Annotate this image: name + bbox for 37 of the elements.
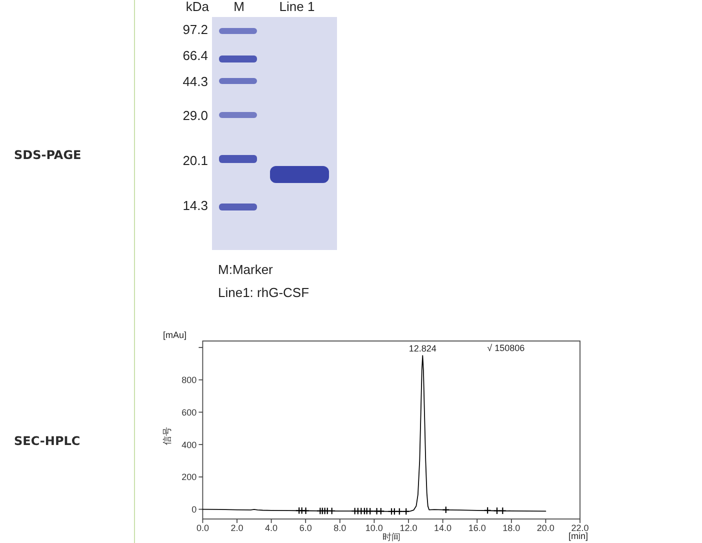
text: 29.0 bbox=[182, 108, 208, 123]
text: 44.3 bbox=[182, 74, 208, 89]
x-tick-label: 10.0 bbox=[365, 523, 383, 533]
line-series bbox=[202, 355, 546, 512]
text: SDS-PAGE bbox=[14, 148, 82, 162]
text: Line 1 bbox=[279, 0, 315, 14]
x-tick-label: 18.0 bbox=[502, 523, 520, 533]
annotation: √ 150806 bbox=[487, 343, 525, 353]
y-axis-title: 信号 bbox=[162, 427, 172, 445]
y-tick-label: 600 bbox=[182, 407, 197, 418]
text: M:Marker bbox=[218, 262, 274, 277]
x-tick-label: 0.0 bbox=[196, 523, 209, 533]
x-tick-label: 4.0 bbox=[265, 523, 278, 533]
text: 66.4 bbox=[182, 48, 208, 63]
text: [mAu] bbox=[163, 330, 187, 340]
x-tick-label: 20.0 bbox=[536, 523, 554, 533]
x-tick-label: 6.0 bbox=[299, 523, 312, 533]
x-tick-label: 8.0 bbox=[334, 523, 346, 533]
text: kDa bbox=[186, 0, 210, 14]
text: 20.1 bbox=[182, 153, 208, 168]
y-tick-label: 400 bbox=[182, 440, 197, 450]
y-tick-label: 800 bbox=[182, 375, 197, 386]
y-tick-label: 0 bbox=[192, 504, 197, 514]
x-tick-label: 12.0 bbox=[400, 523, 418, 533]
text: 97.2 bbox=[182, 22, 208, 37]
text: 14.3 bbox=[182, 198, 208, 213]
text: M bbox=[234, 0, 244, 14]
y-tick-label: 200 bbox=[182, 472, 197, 482]
text: [min] bbox=[568, 531, 588, 541]
x-tick-label: 22.0 bbox=[571, 523, 589, 533]
text: SEC-HPLC bbox=[14, 434, 80, 448]
x-tick-label: 2.0 bbox=[230, 523, 244, 533]
x-tick-label: 14.0 bbox=[434, 523, 452, 533]
x-axis-title: 时间 bbox=[382, 532, 400, 542]
text: Line1: rhG-CSF bbox=[218, 285, 310, 300]
annotation: 12.824 bbox=[408, 344, 436, 354]
x-tick-label: 16.0 bbox=[468, 523, 486, 533]
